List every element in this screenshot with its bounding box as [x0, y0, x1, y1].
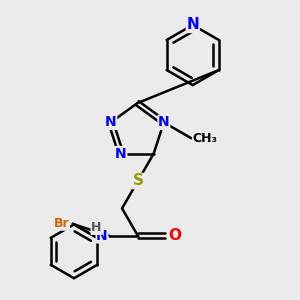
- Text: N: N: [115, 146, 127, 161]
- Text: N: N: [186, 17, 199, 32]
- Text: H: H: [91, 221, 101, 234]
- Text: CH₃: CH₃: [193, 132, 218, 145]
- Text: N: N: [105, 116, 117, 129]
- Text: O: O: [168, 228, 181, 243]
- Text: N: N: [96, 229, 108, 243]
- Text: S: S: [132, 173, 143, 188]
- Text: N: N: [158, 116, 169, 129]
- Text: Br: Br: [54, 217, 70, 230]
